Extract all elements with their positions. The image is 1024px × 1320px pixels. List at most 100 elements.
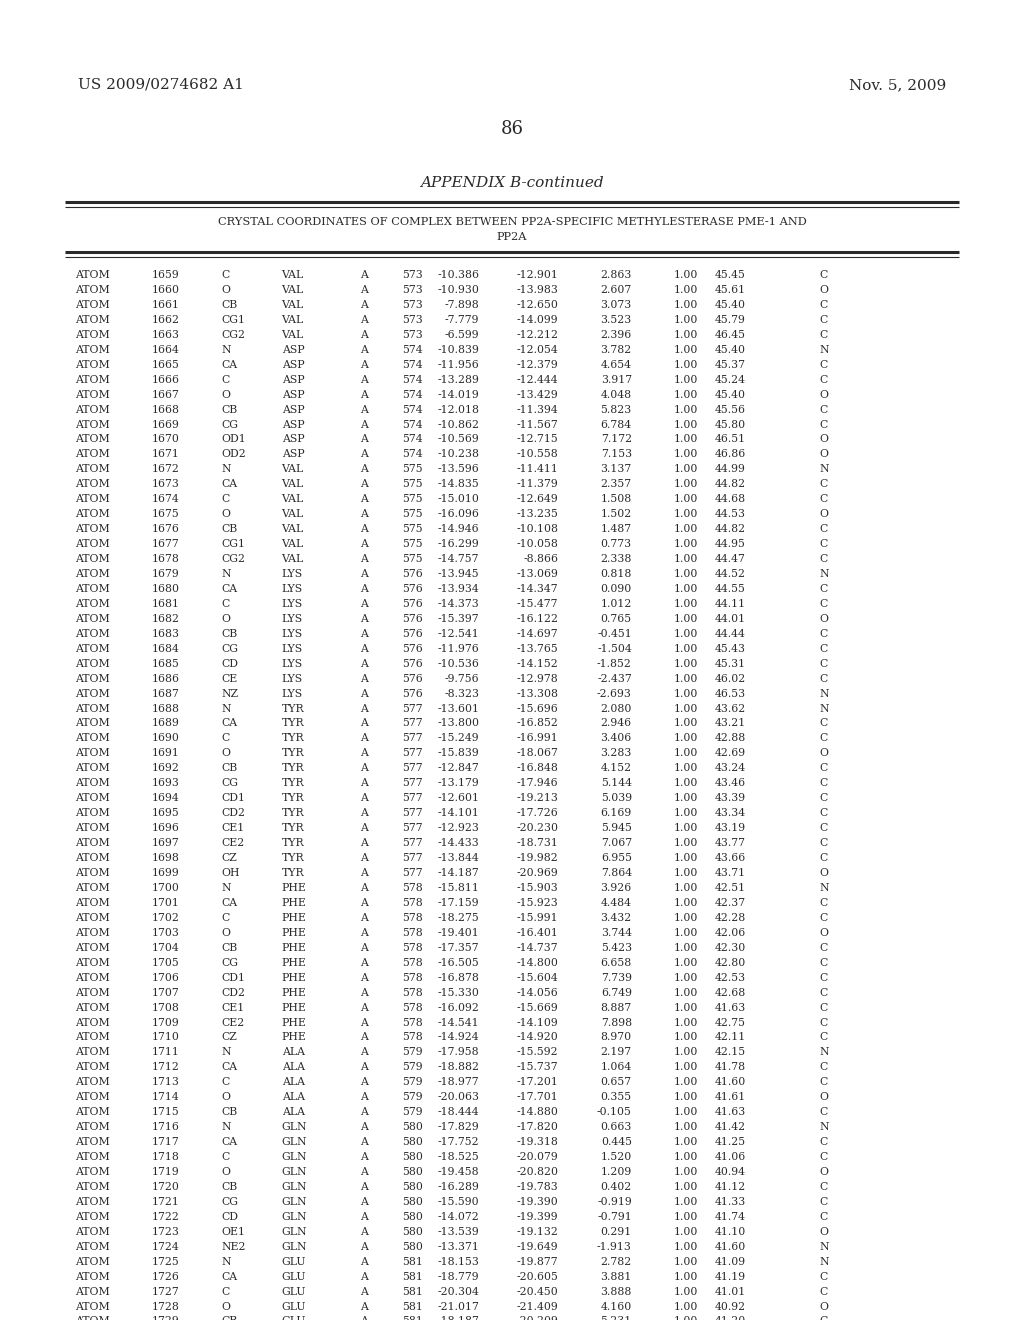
Text: 3.917: 3.917 xyxy=(601,375,632,384)
Text: 1.00: 1.00 xyxy=(674,1242,698,1251)
Text: -2.437: -2.437 xyxy=(597,673,632,684)
Text: 576: 576 xyxy=(402,583,423,594)
Text: 6.784: 6.784 xyxy=(601,420,632,429)
Text: 42.88: 42.88 xyxy=(714,734,745,743)
Text: CB: CB xyxy=(221,300,238,310)
Text: ASP: ASP xyxy=(282,359,304,370)
Text: -11.956: -11.956 xyxy=(437,359,479,370)
Text: -13.069: -13.069 xyxy=(516,569,558,579)
Text: O: O xyxy=(221,389,230,400)
Text: 580: 580 xyxy=(402,1212,423,1222)
Text: 0.773: 0.773 xyxy=(601,539,632,549)
Text: N: N xyxy=(819,569,828,579)
Text: A: A xyxy=(360,1063,369,1072)
Text: 1718: 1718 xyxy=(152,1152,179,1162)
Text: 41.42: 41.42 xyxy=(715,1122,745,1133)
Text: A: A xyxy=(360,1122,369,1133)
Text: -13.945: -13.945 xyxy=(437,569,479,579)
Text: ATOM: ATOM xyxy=(75,644,110,653)
Text: 1669: 1669 xyxy=(152,420,179,429)
Text: CD: CD xyxy=(221,659,239,669)
Text: 1.00: 1.00 xyxy=(674,1167,698,1177)
Text: -14.920: -14.920 xyxy=(516,1032,558,1043)
Text: 43.66: 43.66 xyxy=(714,853,745,863)
Text: -12.901: -12.901 xyxy=(516,271,558,280)
Text: 6.749: 6.749 xyxy=(601,987,632,998)
Text: -12.649: -12.649 xyxy=(516,494,558,504)
Text: 1.00: 1.00 xyxy=(674,973,698,982)
Text: PP2A: PP2A xyxy=(497,232,527,242)
Text: 1.00: 1.00 xyxy=(674,1018,698,1027)
Text: ATOM: ATOM xyxy=(75,779,110,788)
Text: VAL: VAL xyxy=(282,271,304,280)
Text: 1.00: 1.00 xyxy=(674,1122,698,1133)
Text: A: A xyxy=(360,1316,369,1320)
Text: -1.504: -1.504 xyxy=(597,644,632,653)
Text: LYS: LYS xyxy=(282,673,303,684)
Text: PHE: PHE xyxy=(282,928,306,937)
Text: ASP: ASP xyxy=(282,434,304,445)
Text: 41.61: 41.61 xyxy=(714,1092,745,1102)
Text: O: O xyxy=(819,510,828,519)
Text: ATOM: ATOM xyxy=(75,375,110,384)
Text: 1677: 1677 xyxy=(152,539,179,549)
Text: ATOM: ATOM xyxy=(75,1092,110,1102)
Text: 1.00: 1.00 xyxy=(674,883,698,892)
Text: 1.00: 1.00 xyxy=(674,689,698,698)
Text: -0.791: -0.791 xyxy=(597,1212,632,1222)
Text: -10.569: -10.569 xyxy=(437,434,479,445)
Text: -18.525: -18.525 xyxy=(437,1152,479,1162)
Text: -13.539: -13.539 xyxy=(437,1226,479,1237)
Text: 41.74: 41.74 xyxy=(715,1212,745,1222)
Text: -10.862: -10.862 xyxy=(437,420,479,429)
Text: A: A xyxy=(360,644,369,653)
Text: 574: 574 xyxy=(402,434,423,445)
Text: -15.397: -15.397 xyxy=(437,614,479,624)
Text: -18.444: -18.444 xyxy=(437,1107,479,1117)
Text: 575: 575 xyxy=(402,554,423,564)
Text: 1.00: 1.00 xyxy=(674,465,698,474)
Text: 1.00: 1.00 xyxy=(674,524,698,535)
Text: C: C xyxy=(819,599,827,609)
Text: 1.00: 1.00 xyxy=(674,1226,698,1237)
Text: A: A xyxy=(360,1077,369,1088)
Text: O: O xyxy=(221,510,230,519)
Text: 41.06: 41.06 xyxy=(714,1152,745,1162)
Text: 45.45: 45.45 xyxy=(715,271,745,280)
Text: C: C xyxy=(819,1077,827,1088)
Text: 45.43: 45.43 xyxy=(715,644,745,653)
Text: A: A xyxy=(360,1287,369,1296)
Text: CG: CG xyxy=(221,420,239,429)
Text: 578: 578 xyxy=(402,942,423,953)
Text: TYR: TYR xyxy=(282,824,304,833)
Text: 41.19: 41.19 xyxy=(715,1271,745,1282)
Text: TYR: TYR xyxy=(282,838,304,847)
Text: -10.108: -10.108 xyxy=(516,524,558,535)
Text: 1703: 1703 xyxy=(152,928,179,937)
Text: CE: CE xyxy=(221,673,238,684)
Text: -15.839: -15.839 xyxy=(437,748,479,759)
Text: A: A xyxy=(360,1181,369,1192)
Text: -13.179: -13.179 xyxy=(437,779,479,788)
Text: C: C xyxy=(819,942,827,953)
Text: 41.10: 41.10 xyxy=(714,1226,745,1237)
Text: C: C xyxy=(819,1003,827,1012)
Text: 0.765: 0.765 xyxy=(601,614,632,624)
Text: CD1: CD1 xyxy=(221,793,245,804)
Text: PHE: PHE xyxy=(282,958,306,968)
Text: ATOM: ATOM xyxy=(75,1287,110,1296)
Text: 1.00: 1.00 xyxy=(674,734,698,743)
Text: ATOM: ATOM xyxy=(75,928,110,937)
Text: C: C xyxy=(819,1018,827,1027)
Text: 0.291: 0.291 xyxy=(600,1226,632,1237)
Text: -9.756: -9.756 xyxy=(444,673,479,684)
Text: 1.00: 1.00 xyxy=(674,793,698,804)
Text: 44.11: 44.11 xyxy=(715,599,745,609)
Text: O: O xyxy=(819,434,828,445)
Text: ATOM: ATOM xyxy=(75,1242,110,1251)
Text: 3.406: 3.406 xyxy=(600,734,632,743)
Text: TYR: TYR xyxy=(282,763,304,774)
Text: 7.739: 7.739 xyxy=(601,973,632,982)
Text: A: A xyxy=(360,389,369,400)
Text: 1683: 1683 xyxy=(152,628,179,639)
